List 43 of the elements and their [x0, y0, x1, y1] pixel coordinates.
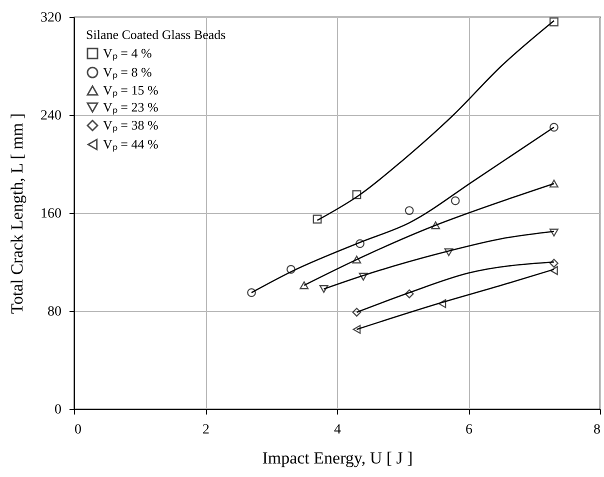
legend-label: Vₚ = 38 %	[103, 118, 158, 134]
line-series	[250, 126, 555, 294]
legend-label: Vₚ = 44 %	[103, 136, 158, 152]
point	[550, 17, 558, 26]
point	[444, 248, 454, 256]
legend-label: Vₚ = 23 %	[103, 100, 158, 116]
y-axis-title: Total Crack Length, L [ mm ]	[8, 113, 26, 314]
x-tick-label: 4	[334, 422, 341, 438]
x-tick-label: 0	[74, 422, 82, 438]
point	[404, 289, 414, 298]
x-tick-label: 6	[466, 422, 472, 438]
y-tick-label: 240	[40, 108, 62, 124]
point	[352, 308, 362, 317]
point	[300, 281, 309, 290]
legend-label: Vₚ = 4 %	[103, 46, 152, 62]
point	[550, 266, 558, 276]
y-tick-label: 80	[48, 304, 62, 320]
point	[352, 190, 362, 200]
point	[247, 288, 256, 298]
legend-title: Silane Coated Glass Beads	[86, 27, 226, 42]
point	[286, 264, 296, 274]
point	[431, 221, 440, 230]
legend-label: Vₚ = 8 %	[103, 64, 152, 80]
y-tick-label: 0	[54, 402, 62, 418]
point	[312, 214, 322, 224]
y-tick-label: 160	[40, 206, 62, 222]
point	[550, 228, 558, 237]
point	[352, 324, 361, 334]
point	[550, 180, 558, 188]
point	[319, 284, 328, 293]
point	[404, 206, 414, 216]
point	[352, 256, 362, 264]
point	[438, 299, 446, 308]
x-tick-label: 8	[594, 422, 600, 438]
point	[550, 258, 558, 268]
x-tick-label: 2	[202, 422, 210, 438]
point	[356, 239, 364, 248]
point	[358, 272, 368, 281]
point	[550, 122, 558, 132]
x-axis-title: Impact Energy, U [ J ]	[262, 448, 413, 468]
y-tick-label: 320	[40, 10, 62, 26]
legend-label: Vₚ = 15 %	[103, 82, 158, 98]
point	[450, 196, 460, 206]
